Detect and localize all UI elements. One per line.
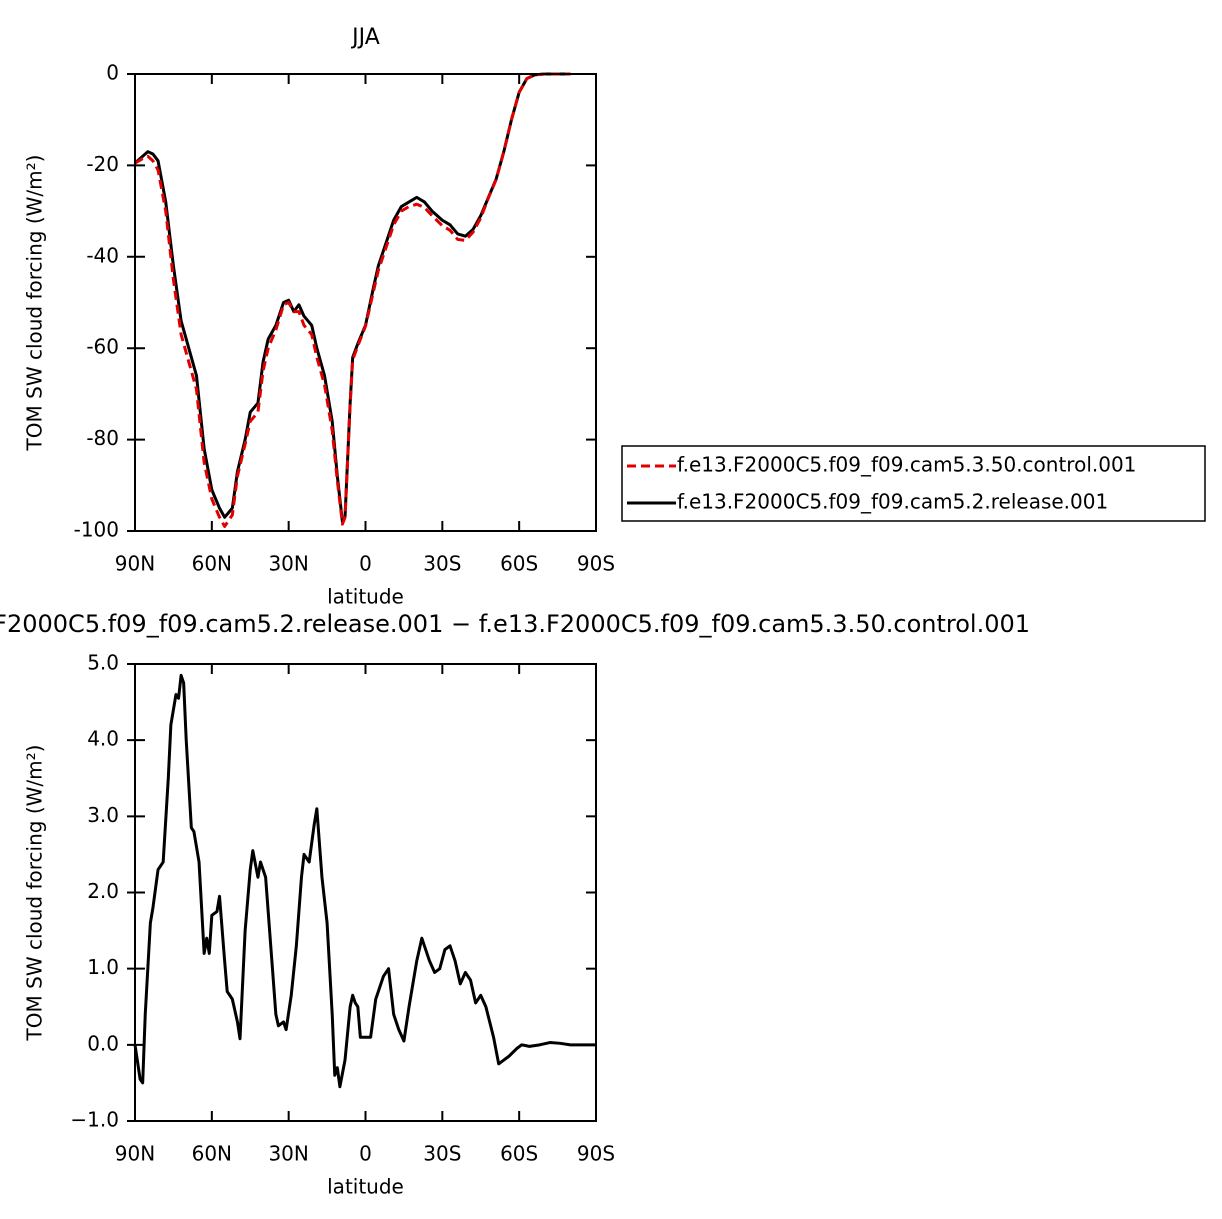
y-tick-label: 2.0 xyxy=(87,879,119,903)
y-tick-label: -100 xyxy=(74,518,119,542)
x-axis-label: latitude xyxy=(327,585,404,609)
y-tick-label: -80 xyxy=(86,426,119,450)
plot-frame xyxy=(134,73,597,532)
legend-label: f.e13.F2000C5.f09_f09.cam5.3.50.control.… xyxy=(677,453,1136,477)
x-tick-label: 60S xyxy=(500,1142,538,1166)
x-tick-label: 30N xyxy=(268,552,308,576)
y-tick-label: 0.0 xyxy=(87,1031,119,1055)
y-tick-label: 0 xyxy=(106,61,119,85)
x-tick-label: 90N xyxy=(115,1142,155,1166)
series-line xyxy=(134,72,571,528)
y-tick-label: 5.0 xyxy=(87,651,119,675)
y-tick-label: -40 xyxy=(86,243,119,267)
x-tick-label: 90N xyxy=(115,552,155,576)
legend-frame xyxy=(621,445,1206,522)
series-line xyxy=(133,673,596,1089)
x-tick-label: 30S xyxy=(423,552,461,576)
x-tick-label: 30N xyxy=(268,1142,308,1166)
plot: 90N 60N 30N 0 30S 60S 90S 0 -20 -40 -60 -80 -100 lati… xyxy=(23,61,1206,609)
y-tick-label: -60 xyxy=(86,335,119,359)
x-tick-label: 60S xyxy=(500,552,538,576)
chart-title: JJA xyxy=(350,25,380,50)
x-tick-label: 0 xyxy=(359,1142,372,1166)
y-tick-label: 3.0 xyxy=(87,803,119,827)
x-tick-label: 60N xyxy=(192,552,232,576)
x-tick-label: 60N xyxy=(192,1142,232,1166)
x-tick-label: 0 xyxy=(359,552,372,576)
y-tick-label: −1.0 xyxy=(70,1108,119,1132)
plot: 90N 60N 30N 0 30S 60S 90S 5.0 4.0 3.0 2.0 1.0 0.0 −1.… xyxy=(23,651,616,1199)
legend-label: f.e13.F2000C5.f09_f09.cam5.2.release.001 xyxy=(677,490,1108,514)
y-axis-label: TOM SW cloud forcing (W/m²) xyxy=(23,745,47,1042)
y-tick-label: -20 xyxy=(86,152,119,176)
y-tick-label: 1.0 xyxy=(87,955,119,979)
y-axis-label: TOM SW cloud forcing (W/m²) xyxy=(23,155,47,452)
x-axis-label: latitude xyxy=(327,1175,404,1199)
y-tick-label: 4.0 xyxy=(87,727,119,751)
chart-title: f.e13.F2000C5.f09_f09.cam5.2.release.001… xyxy=(0,610,1030,638)
x-tick-label: 90S xyxy=(577,1142,615,1166)
x-tick-label: 90S xyxy=(577,552,615,576)
plot-frame xyxy=(134,663,597,1122)
x-tick-label: 30S xyxy=(423,1142,461,1166)
